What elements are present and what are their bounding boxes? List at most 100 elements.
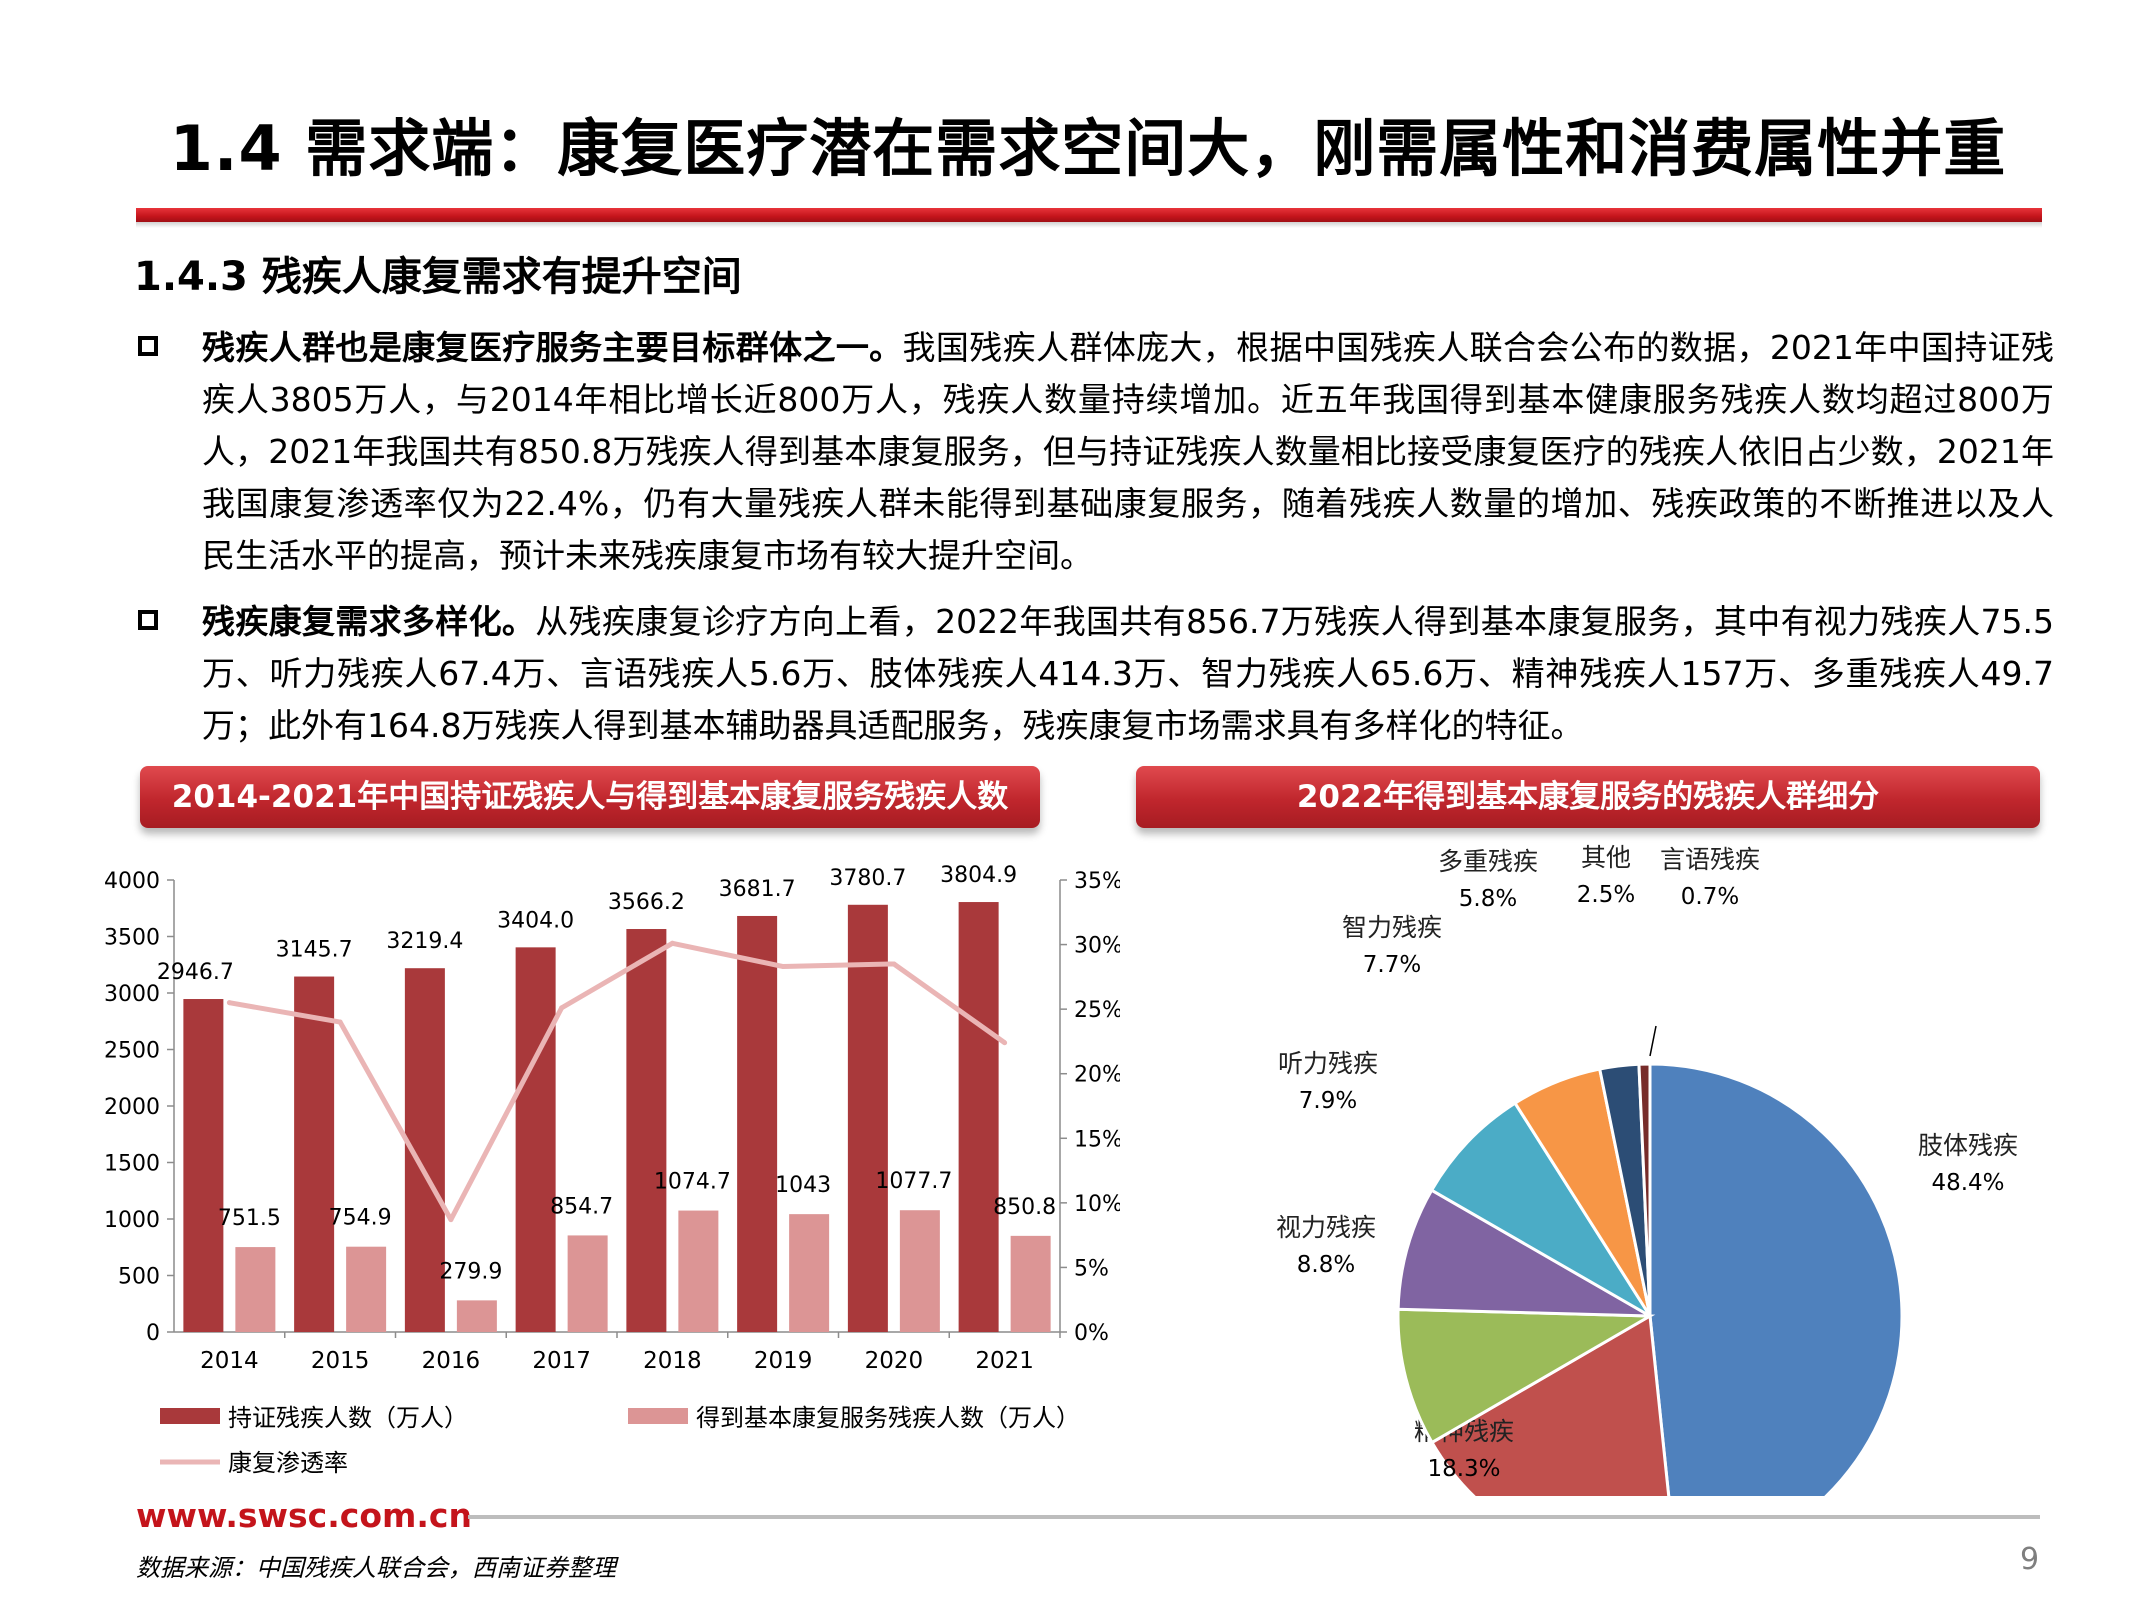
left-y-tick-label: 2000 bbox=[104, 1095, 160, 1120]
bar-rehab bbox=[678, 1210, 719, 1332]
left-y-tick-label: 1500 bbox=[104, 1152, 160, 1177]
bar-rehab-label: 854.7 bbox=[550, 1194, 613, 1219]
bar-certified bbox=[737, 915, 778, 1332]
title-underline-bar bbox=[136, 208, 2042, 222]
title-underline-shadow bbox=[136, 222, 2042, 228]
right-chart-banner: 2022年得到基本康复服务的残疾人群细分 bbox=[1136, 766, 2040, 828]
bar-rehab bbox=[456, 1300, 497, 1332]
pie-slice-percent: 0.7% bbox=[1681, 884, 1739, 910]
right-y-tick-label: 30% bbox=[1074, 934, 1120, 959]
bar-rehab bbox=[346, 1246, 387, 1332]
pie-slice-percent: 8.8% bbox=[1297, 1252, 1355, 1278]
bullet-2-text: 从残疾康复诊疗方向上看，2022年我国共有856.7万残疾人得到基本康复服务，其… bbox=[202, 602, 2054, 745]
bar-rehab-label: 279.9 bbox=[439, 1259, 502, 1284]
x-tick-label: 2019 bbox=[754, 1348, 813, 1374]
bar-certified-label: 3404.0 bbox=[497, 908, 574, 933]
x-tick-label: 2014 bbox=[200, 1348, 259, 1374]
x-tick-label: 2018 bbox=[643, 1348, 702, 1374]
footer-url: www.swsc.com.cn bbox=[136, 1496, 472, 1535]
bar-rehab bbox=[789, 1214, 830, 1332]
left-y-tick-label: 3000 bbox=[104, 982, 160, 1007]
bullet-2: 残疾康复需求多样化。从残疾康复诊疗方向上看，2022年我国共有856.7万残疾人… bbox=[134, 596, 2054, 752]
bar-rehab-label: 1074.7 bbox=[654, 1170, 731, 1195]
right-y-tick-label: 35% bbox=[1074, 869, 1120, 894]
legend-rate-label: 康复渗透率 bbox=[228, 1449, 348, 1477]
bullet-2-paragraph: 残疾康复需求多样化。从残疾康复诊疗方向上看，2022年我国共有856.7万残疾人… bbox=[202, 596, 2054, 752]
left-y-tick-label: 3500 bbox=[104, 926, 160, 951]
bar-certified bbox=[847, 904, 888, 1332]
legend-rehab-swatch bbox=[628, 1408, 688, 1424]
pie-slice-percent: 5.8% bbox=[1459, 886, 1517, 912]
bar-rehab bbox=[235, 1247, 276, 1332]
legend-rehab-label: 得到基本康复服务残疾人数（万人） bbox=[696, 1404, 1080, 1432]
bar-certified bbox=[626, 929, 667, 1332]
bar-certified-label: 3780.7 bbox=[829, 866, 906, 891]
square-bullet-icon bbox=[138, 610, 158, 630]
pie-slice-percent: 2.5% bbox=[1577, 882, 1635, 908]
x-tick-label: 2020 bbox=[865, 1348, 924, 1374]
pie-slice-label: 多重残疾 bbox=[1438, 847, 1538, 876]
pie-slice bbox=[1396, 1307, 1656, 1445]
x-tick-label: 2021 bbox=[975, 1348, 1034, 1374]
square-bullet-icon bbox=[138, 336, 158, 356]
penetration-rate-point bbox=[669, 940, 675, 946]
bar-certified-label: 3681.7 bbox=[719, 877, 796, 902]
bullet-1: 残疾人群也是康复医疗服务主要目标群体之一。我国残疾人群体庞大，根据中国残疾人联合… bbox=[134, 322, 2054, 582]
pie-leader-line bbox=[1649, 1025, 1657, 1057]
x-tick-label: 2016 bbox=[422, 1348, 481, 1374]
pie-slice bbox=[1637, 1062, 1652, 1317]
right-y-tick-label: 5% bbox=[1074, 1256, 1109, 1281]
right-y-tick-label: 20% bbox=[1074, 1063, 1120, 1088]
bar-rehab bbox=[567, 1235, 608, 1332]
penetration-rate-point bbox=[1002, 1040, 1008, 1046]
bar-rehab-label: 1077.7 bbox=[875, 1169, 952, 1194]
right-y-tick-label: 25% bbox=[1074, 998, 1120, 1023]
left-y-tick-label: 2500 bbox=[104, 1039, 160, 1064]
bullet-1-text: 我国残疾人群体庞大，根据中国残疾人联合会公布的数据，2021年中国持证残疾人38… bbox=[202, 328, 2055, 575]
bar-rehab bbox=[1010, 1235, 1051, 1332]
bar-rehab-label: 850.8 bbox=[993, 1195, 1056, 1220]
penetration-rate-point bbox=[559, 1005, 565, 1011]
pie-slice-percent: 7.7% bbox=[1363, 952, 1421, 978]
right-y-tick-label: 10% bbox=[1074, 1192, 1120, 1217]
bar-rehab-label: 754.9 bbox=[329, 1206, 392, 1231]
left-y-tick-label: 4000 bbox=[104, 869, 160, 894]
pie-slice bbox=[1396, 1188, 1651, 1318]
footer-divider bbox=[468, 1515, 2040, 1519]
bullet-2-lead: 残疾康复需求多样化。 bbox=[202, 602, 536, 641]
bar-certified bbox=[515, 947, 556, 1332]
penetration-rate-point bbox=[337, 1019, 343, 1025]
bar-certified bbox=[958, 902, 999, 1332]
bar-certified bbox=[183, 999, 224, 1332]
data-source-note: 数据来源：中国残疾人联合会，西南证券整理 bbox=[136, 1554, 616, 1582]
bullet-1-lead: 残疾人群也是康复医疗服务主要目标群体之一。 bbox=[202, 328, 903, 367]
pie-slice bbox=[1429, 1313, 1671, 1496]
bar-certified-label: 2946.7 bbox=[157, 960, 234, 985]
bullet-1-paragraph: 残疾人群也是康复医疗服务主要目标群体之一。我国残疾人群体庞大，根据中国残疾人联合… bbox=[202, 322, 2054, 582]
pie-slice-label: 其他 bbox=[1581, 843, 1631, 872]
bar-certified-label: 3804.9 bbox=[940, 863, 1017, 888]
bar-line-chart: 0 500 1000 1500 2000 2500 3000 3500 4000 0% 5% 10% 1… bbox=[104, 863, 1120, 1477]
pie-slice-label: 智力残疾 bbox=[1342, 913, 1442, 942]
left-y-tick-label: 1000 bbox=[104, 1208, 160, 1233]
penetration-rate-line bbox=[228, 940, 1007, 1223]
legend-certified-label: 持证残疾人数（万人） bbox=[228, 1404, 468, 1432]
bar-certified-label: 3219.4 bbox=[386, 929, 463, 954]
pie-slice-label: 视力残疾 bbox=[1276, 1213, 1376, 1242]
page-title: 1.4 需求端：康复医疗潜在需求空间大，刚需属性和消费属性并重 bbox=[169, 112, 2007, 185]
left-y-tick-label: 0 bbox=[146, 1321, 160, 1346]
pie-slice-label: 肢体残疾 bbox=[1918, 1131, 2018, 1160]
pie-chart: 肢体残疾48.4%精神残疾18.3%视力残疾8.8%听力残疾7.9%智力残疾7.… bbox=[1276, 843, 2018, 1496]
right-y-tick-label: 15% bbox=[1074, 1127, 1120, 1152]
x-tick-label: 2017 bbox=[532, 1348, 591, 1374]
right-y-tick-label: 0% bbox=[1074, 1321, 1109, 1346]
bar-rehab-label: 751.5 bbox=[218, 1206, 281, 1231]
left-y-tick-label: 500 bbox=[118, 1265, 160, 1290]
bar-certified-label: 3566.2 bbox=[608, 890, 685, 915]
pie-slice-label: 言语残疾 bbox=[1660, 845, 1760, 874]
pie-slice bbox=[1429, 1101, 1652, 1318]
page-number: 9 bbox=[2020, 1542, 2040, 1577]
left-chart-banner: 2014-2021年中国持证残疾人与得到基本康复服务残疾人数 bbox=[140, 766, 1040, 828]
pie-slice-label: 听力残疾 bbox=[1278, 1049, 1378, 1078]
pie-slice-percent: 7.9% bbox=[1299, 1088, 1357, 1114]
